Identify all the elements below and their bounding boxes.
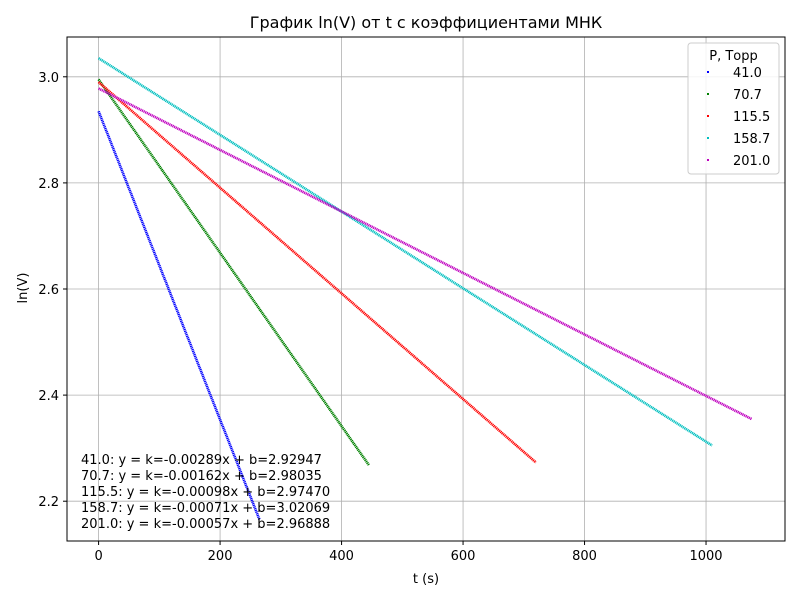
y-tick-label: 3.0 xyxy=(38,71,59,86)
legend-label: 201.0 xyxy=(733,154,770,169)
grid xyxy=(67,37,785,541)
series-201.0 xyxy=(98,87,753,421)
legend-label: 115.5 xyxy=(733,110,770,125)
legend: P, Торр 41.0 70.7 115.5 158.7 201.0 xyxy=(687,42,780,175)
legend-marker xyxy=(707,137,709,139)
y-tick-label: 2.4 xyxy=(38,389,59,404)
series-layer xyxy=(97,57,753,521)
legend-marker xyxy=(707,115,709,117)
series-115.5 xyxy=(97,81,537,464)
equation-annotation: 115.5: y = k=-0.00098x + b=2.97470 xyxy=(81,485,330,500)
y-tick-label: 2.6 xyxy=(38,283,59,298)
legend-item: 115.5 xyxy=(707,110,770,125)
equation-annotation: 201.0: y = k=-0.00057x + b=2.96888 xyxy=(81,517,330,532)
legend-box xyxy=(687,42,780,175)
series-70.7 xyxy=(97,78,370,466)
x-tick-label: 0 xyxy=(94,549,102,564)
legend-item: 70.7 xyxy=(707,88,762,103)
legend-label: 70.7 xyxy=(733,88,762,103)
legend-item: 41.0 xyxy=(707,66,762,81)
legend-marker xyxy=(707,159,709,161)
chart-title: График ln(V) от t с коэффициентами МНК xyxy=(250,13,603,32)
legend-label: 158.7 xyxy=(733,132,770,147)
legend-title: P, Торр xyxy=(709,49,758,64)
equation-annotation: 41.0: y = k=-0.00289x + b=2.92947 xyxy=(81,453,322,468)
equation-annotation: 158.7: y = k=-0.00071x + b=3.02069 xyxy=(81,501,330,516)
equation-annotation: 70.7: y = k=-0.00162x + b=2.98035 xyxy=(81,469,322,484)
series-points xyxy=(98,87,753,421)
series-158.7 xyxy=(97,57,713,447)
legend-label: 41.0 xyxy=(733,66,762,81)
y-tick-label: 2.8 xyxy=(38,177,59,192)
x-tick-label: 1000 xyxy=(689,549,722,564)
x-tick-label: 600 xyxy=(451,549,476,564)
legend-item: 158.7 xyxy=(707,132,770,147)
x-tick-label: 400 xyxy=(329,549,354,564)
y-tick-label: 2.2 xyxy=(38,495,59,510)
legend-marker xyxy=(707,71,709,73)
series-points xyxy=(97,110,261,521)
series-41.0 xyxy=(97,110,261,521)
x-tick-label: 200 xyxy=(208,549,233,564)
series-points xyxy=(97,81,537,464)
x-tick-label: 800 xyxy=(572,549,597,564)
y-axis-label: ln(V) xyxy=(16,273,31,304)
legend-marker xyxy=(707,93,709,95)
series-points xyxy=(97,57,713,447)
x-axis-label: t (s) xyxy=(413,572,439,587)
series-points xyxy=(97,78,370,466)
legend-item: 201.0 xyxy=(707,154,770,169)
ticks: 0 200 400 600 800 1000 2.2 2.4 2.6 2.8 3.0 xyxy=(38,71,722,564)
